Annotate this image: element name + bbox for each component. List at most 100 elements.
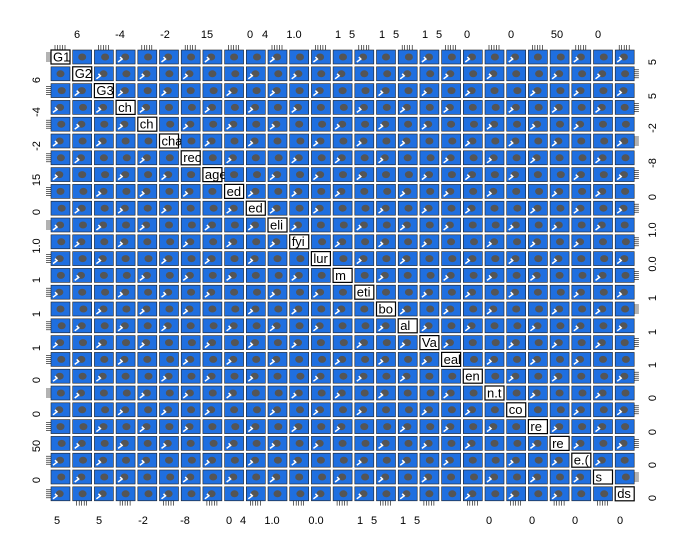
point-cloud: [209, 87, 218, 95]
sparse-points: [291, 392, 297, 399]
point-cloud: [144, 171, 153, 179]
point-cloud: [382, 53, 390, 61]
sparse-points: [616, 375, 623, 382]
sparse-points: [117, 56, 124, 63]
sparse-points: [161, 291, 167, 298]
point-cloud: [143, 473, 152, 481]
point-cloud: [404, 439, 413, 447]
point-cloud: [316, 456, 325, 464]
sparse-points: [95, 375, 102, 382]
point-cloud: [491, 456, 500, 464]
point-cloud: [361, 473, 370, 481]
sparse-points: [95, 140, 102, 147]
point-cloud: [621, 70, 630, 78]
sparse-points: [378, 358, 384, 365]
point-cloud: [513, 204, 522, 212]
point-cloud: [512, 305, 521, 313]
sparse-points: [356, 174, 362, 181]
point-cloud: [338, 473, 347, 481]
point-cloud: [229, 204, 238, 212]
point-cloud: [230, 137, 239, 145]
point-cloud: [209, 204, 218, 212]
point-cloud: [143, 87, 152, 95]
sparse-points: [161, 258, 167, 265]
sparse-points: [356, 56, 362, 63]
point-cloud: [578, 154, 587, 162]
point-cloud: [535, 187, 544, 195]
point-cloud: [533, 439, 542, 447]
sparse-points: [551, 459, 558, 466]
point-cloud: [187, 103, 196, 111]
variable-label: G1: [53, 49, 70, 64]
sparse-points: [139, 157, 145, 164]
point-cloud: [143, 355, 152, 363]
point-cloud: [77, 204, 86, 212]
point-cloud: [447, 322, 456, 330]
point-cloud: [230, 288, 239, 296]
point-cloud: [468, 339, 477, 347]
left-tick-label: 1: [31, 345, 43, 351]
diagonal-cell: [397, 318, 418, 334]
sparse-points: [226, 392, 232, 399]
point-cloud: [447, 53, 456, 61]
sparse-points: [486, 73, 493, 80]
point-cloud: [382, 137, 391, 145]
sparse-points: [443, 459, 449, 466]
point-cloud: [296, 490, 305, 498]
point-cloud: [490, 322, 499, 330]
point-cloud: [78, 288, 87, 296]
sparse-points: [334, 392, 341, 399]
point-cloud: [231, 70, 240, 78]
sparse-points: [464, 493, 471, 500]
point-cloud: [273, 53, 282, 61]
point-cloud: [251, 154, 260, 162]
sparse-points: [573, 123, 579, 130]
point-cloud: [208, 339, 216, 347]
sparse-points: [95, 190, 102, 197]
point-cloud: [296, 406, 304, 414]
point-cloud: [187, 137, 196, 145]
point-cloud: [186, 322, 195, 330]
point-cloud: [382, 372, 391, 380]
sparse-points: [616, 140, 623, 147]
point-cloud: [425, 288, 433, 296]
point-cloud: [318, 355, 327, 363]
point-cloud: [317, 271, 326, 279]
point-cloud: [101, 288, 110, 296]
sparse-points: [117, 358, 124, 365]
sparse-points: [356, 258, 362, 265]
point-cloud: [556, 53, 565, 61]
point-cloud: [100, 204, 109, 212]
point-cloud: [621, 389, 630, 397]
point-cloud: [447, 87, 456, 95]
point-cloud: [296, 288, 304, 296]
point-cloud: [252, 322, 261, 330]
sparse-points: [334, 73, 341, 80]
sparse-points: [616, 325, 623, 332]
point-cloud: [511, 456, 520, 464]
point-cloud: [425, 171, 433, 179]
point-cloud: [339, 103, 348, 111]
point-cloud: [122, 221, 130, 229]
sparse-points: [529, 123, 536, 130]
point-cloud: [404, 473, 413, 481]
sparse-points: [421, 291, 428, 298]
sparse-points: [508, 140, 514, 147]
sparse-points: [269, 123, 276, 130]
sparse-points: [573, 442, 579, 449]
variable-label: m: [335, 268, 346, 283]
point-cloud: [555, 305, 564, 313]
point-cloud: [339, 53, 347, 61]
right-tick-label: 1: [647, 295, 659, 301]
point-cloud: [360, 305, 369, 313]
point-cloud: [556, 204, 565, 212]
variable-label: eli: [270, 217, 283, 232]
sparse-points: [95, 258, 102, 265]
point-cloud: [57, 120, 66, 128]
diagonal-cell: [441, 351, 462, 367]
sparse-points: [139, 190, 145, 197]
sparse-points: [551, 258, 558, 265]
point-cloud: [251, 423, 260, 431]
sparse-points: [182, 392, 189, 399]
point-cloud: [274, 70, 283, 78]
